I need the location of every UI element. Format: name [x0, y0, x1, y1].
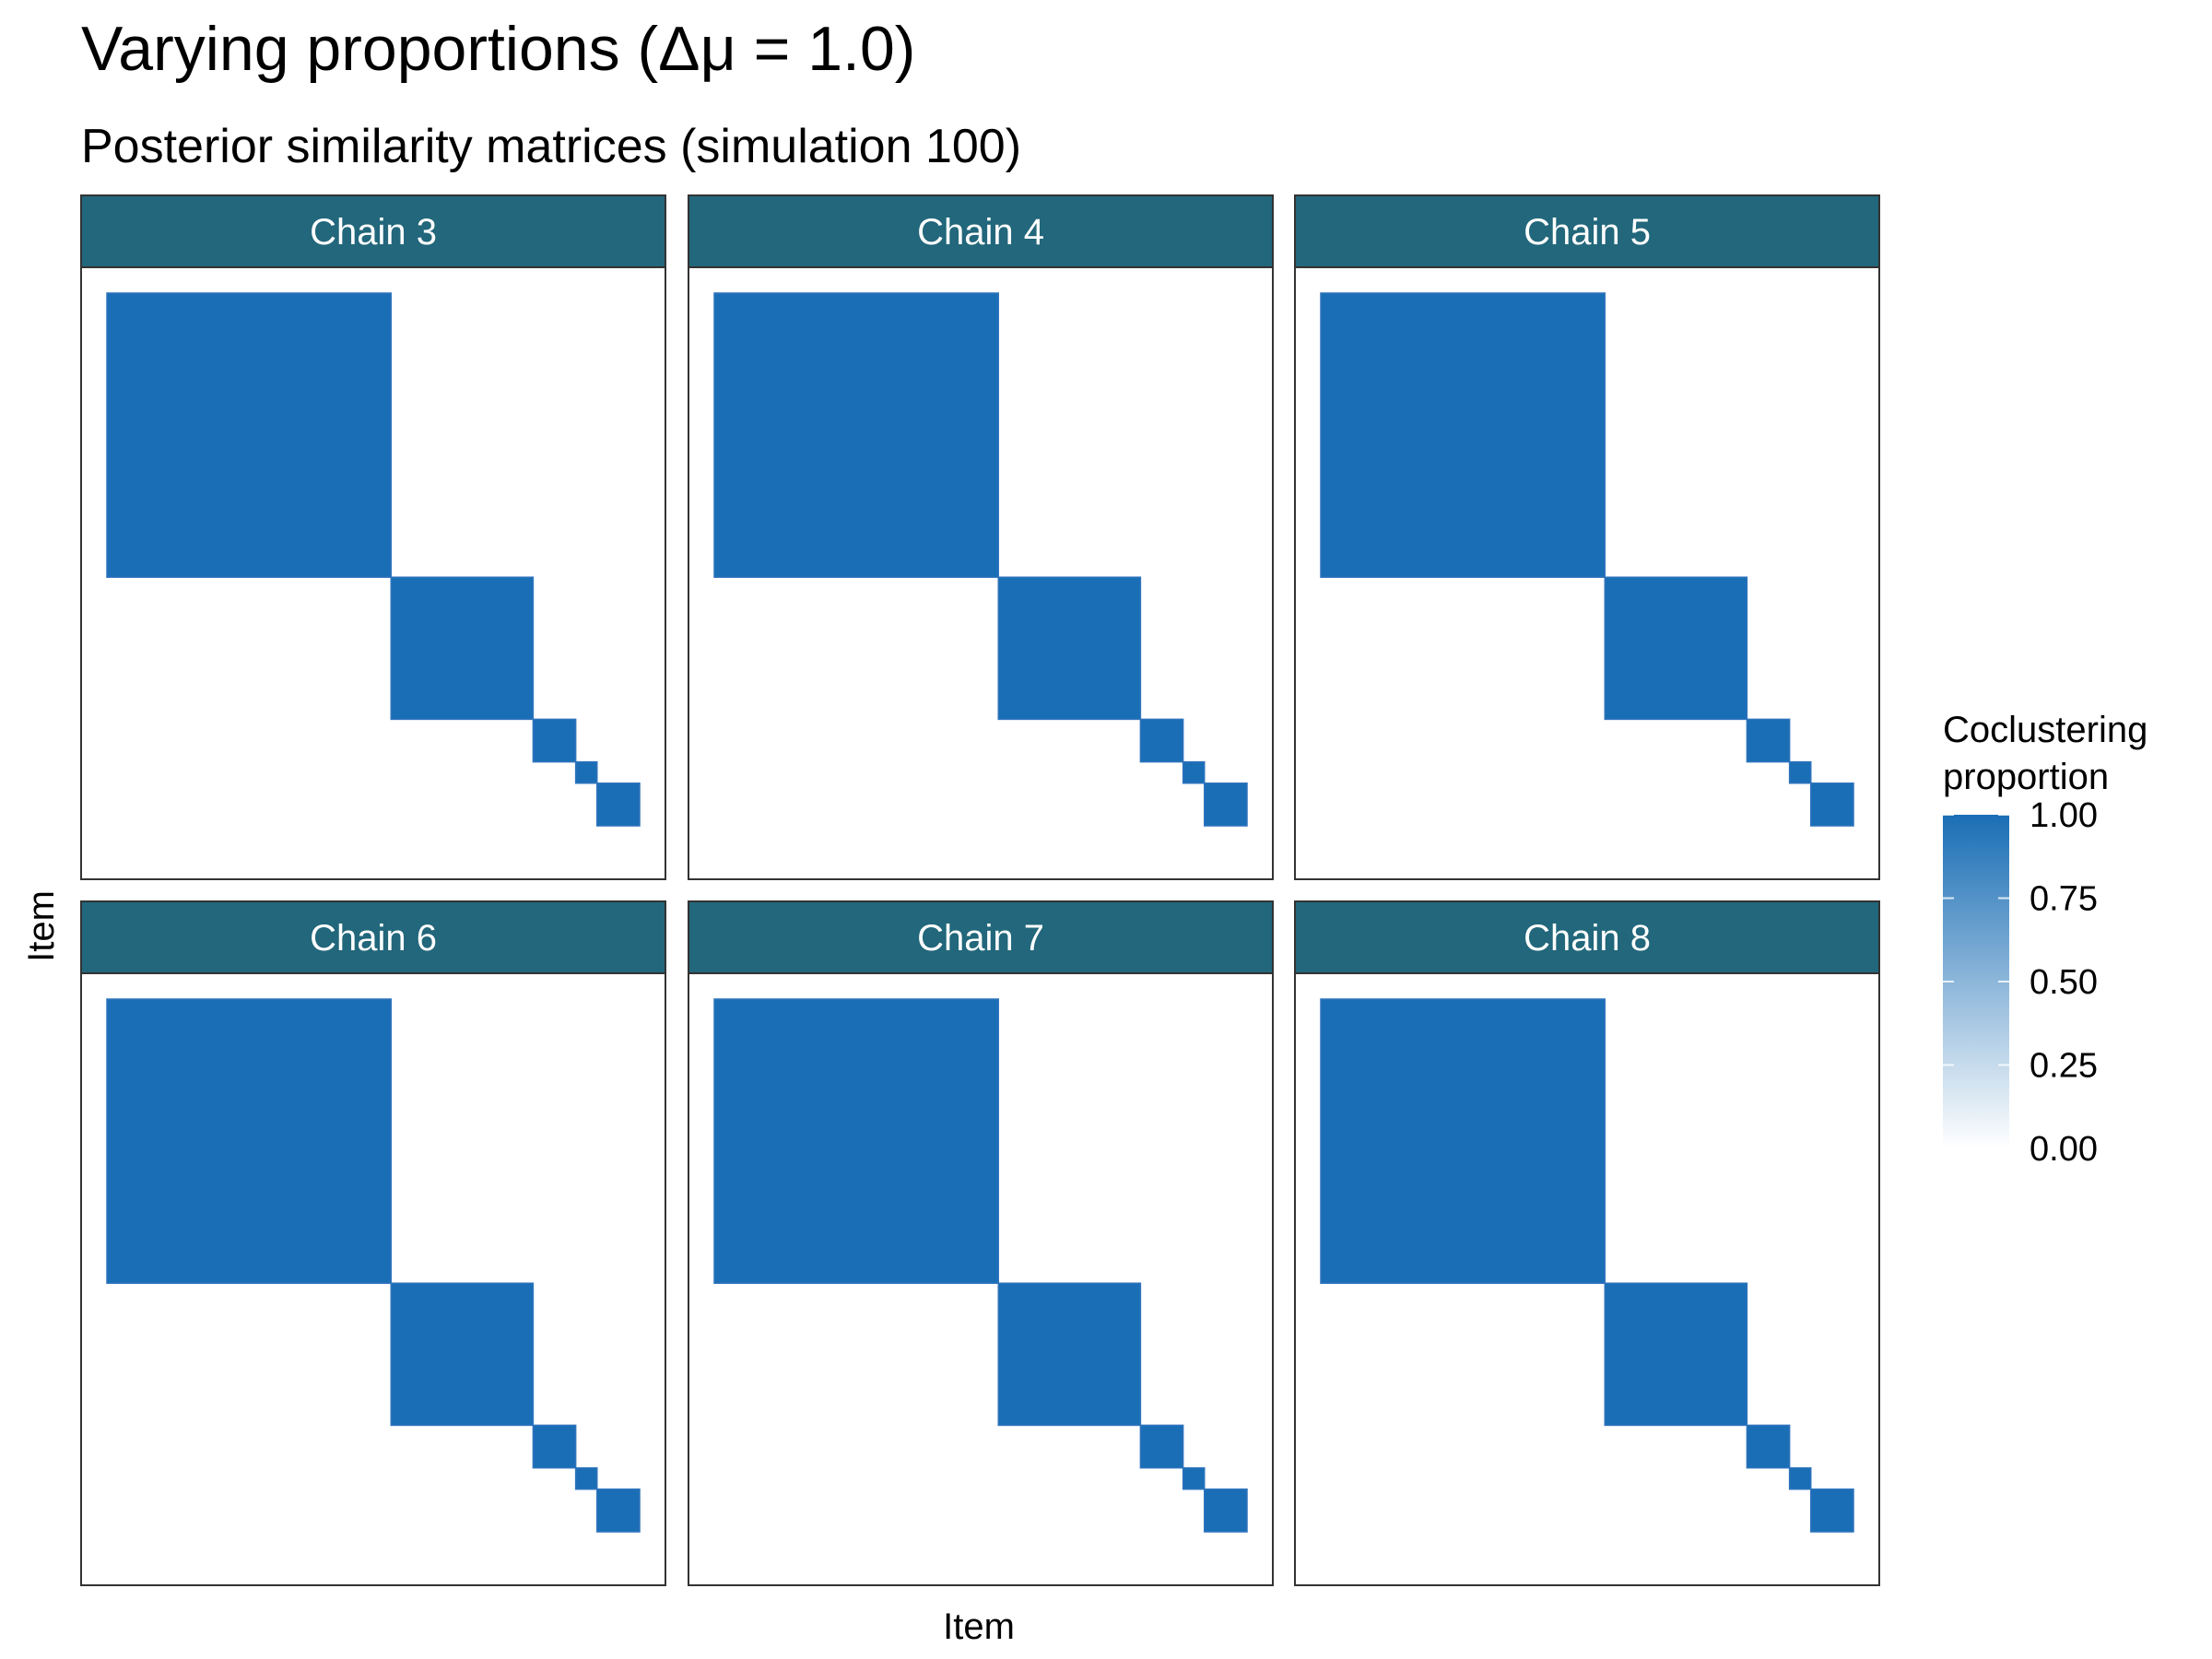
heatmap-block [997, 1282, 1142, 1427]
legend: Coclustering proportion 1.00 0.75 0.50 0.25… [1943, 710, 2147, 1169]
heatmap-block [713, 292, 1000, 579]
facet-strip-label: Chain 6 [310, 918, 437, 959]
facet-strip-label: Chain 3 [310, 212, 437, 253]
facet-strip [1294, 900, 1880, 974]
heatmap-block [1139, 1424, 1184, 1469]
legend-tick-label: 0.50 [2030, 963, 2098, 1002]
facet-panel: Chain 7 [688, 900, 1274, 1586]
facet-panel: Chain 6 [80, 900, 666, 1586]
heatmap-block [1604, 1282, 1748, 1427]
facet-strip [80, 194, 666, 268]
heatmap-block [1139, 718, 1184, 763]
heatmap-block [1788, 760, 1812, 784]
facet-panel: Chain 3 [80, 194, 666, 880]
heatmap-block [1810, 782, 1854, 827]
facet-strip-label: Chain 4 [917, 212, 1044, 253]
heatmap-block [574, 760, 598, 784]
heatmap-block [106, 998, 393, 1285]
heatmap-block [1788, 1466, 1812, 1490]
legend-tick-label: 0.00 [2030, 1130, 2098, 1169]
facet-grid: Chain 3 Chain 4 Chain 5 Chain 6 Chain 7 Chain… [80, 194, 1880, 1586]
chart-subtitle: Posterior similarity matrices (simulatio… [81, 120, 1021, 173]
y-axis-label: Item [21, 890, 62, 962]
heatmap-block [1604, 576, 1748, 721]
facet-strip-label: Chain 7 [917, 918, 1044, 959]
heatmap-block [574, 1466, 598, 1490]
legend-title-line1: Coclustering [1943, 710, 2147, 750]
heatmap-block [997, 576, 1142, 721]
legend-tick-label: 0.25 [2030, 1047, 2098, 1086]
heatmap-block [1204, 782, 1248, 827]
x-axis-label: Item [943, 1606, 1015, 1647]
legend-ticks: 1.00 0.75 0.50 0.25 0.00 [1943, 796, 2098, 1169]
facet-strip [688, 194, 1274, 268]
heatmap-block [1320, 292, 1606, 579]
facet-panel: Chain 8 [1294, 900, 1880, 1586]
heatmap-block [1810, 1488, 1854, 1533]
heatmap-block [1746, 718, 1791, 763]
heatmap-block [1182, 1466, 1206, 1490]
heatmap-block [1746, 1424, 1791, 1469]
legend-title-line2: proportion [1943, 757, 2109, 797]
legend-tick-label: 0.75 [2030, 880, 2098, 919]
legend-tick-label: 1.00 [2030, 796, 2098, 835]
heatmap-block [390, 1282, 535, 1427]
heatmap-block [390, 576, 535, 721]
chart-title: Varying proportions (Δμ = 1.0) [81, 14, 915, 84]
heatmap-block [1204, 1488, 1248, 1533]
heatmap-block [106, 292, 393, 579]
facet-panel: Chain 5 [1294, 194, 1880, 880]
facet-strip-label: Chain 5 [1524, 212, 1651, 253]
heatmap-block [713, 998, 1000, 1285]
facet-strip-label: Chain 8 [1524, 918, 1651, 959]
heatmap-block [596, 1488, 641, 1533]
facet-panel: Chain 4 [688, 194, 1274, 880]
heatmap-block [532, 1424, 577, 1469]
heatmap-block [1320, 998, 1606, 1285]
heatmap-block [596, 782, 641, 827]
heatmap-block [1182, 760, 1206, 784]
heatmap-block [532, 718, 577, 763]
